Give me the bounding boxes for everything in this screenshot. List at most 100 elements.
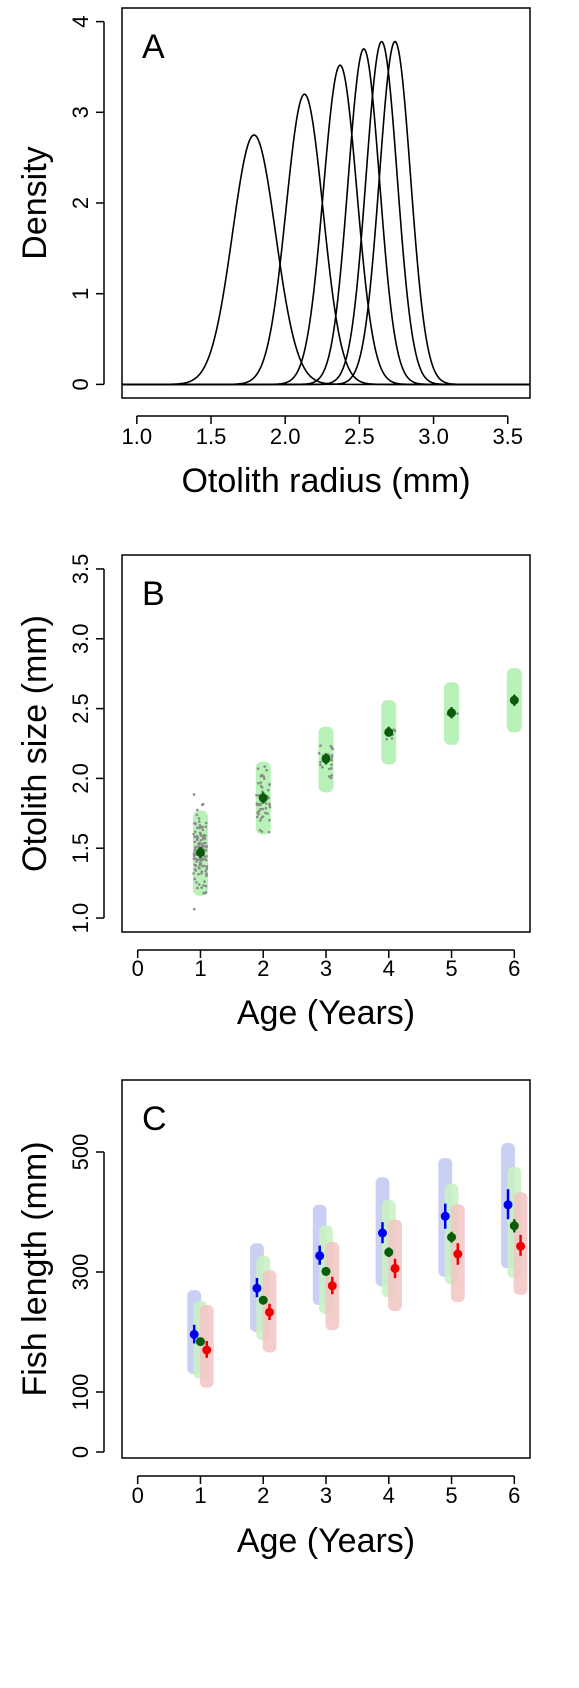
mean-point: [258, 793, 268, 803]
raw-data-point: [263, 811, 267, 815]
raw-data-point: [259, 781, 263, 784]
raw-data-point: [205, 858, 208, 862]
raw-data-point: [198, 863, 202, 867]
mean-point-series-1: [252, 1283, 262, 1293]
x-tick-label: 1.5: [196, 424, 227, 449]
raw-data-point: [192, 872, 195, 875]
raw-data-point: [204, 891, 207, 895]
x-axis-title: Otolith radius (mm): [181, 462, 470, 500]
y-tick-label: 1: [68, 288, 93, 300]
y-tick-label: 4: [68, 15, 93, 27]
y-tick-label: 300: [68, 1254, 93, 1291]
density-curve-1: [122, 134, 530, 386]
raw-data-point: [266, 812, 269, 815]
raw-data-point: [202, 891, 206, 895]
mean-point: [384, 727, 394, 737]
raw-data-point: [255, 793, 258, 797]
y-tick-label: 2.0: [68, 763, 93, 794]
mean-point-series-1: [440, 1211, 450, 1221]
raw-data-point: [328, 767, 331, 771]
raw-data-point: [268, 818, 271, 822]
raw-data-point: [259, 807, 262, 811]
raw-data-point: [201, 825, 204, 829]
raw-data-point: [327, 775, 331, 778]
raw-data-point: [261, 807, 264, 811]
raw-data-point: [196, 808, 199, 812]
mean-point: [321, 754, 331, 764]
density-curve-6: [122, 40, 530, 386]
raw-data-point: [260, 830, 264, 833]
y-tick-label: 500: [68, 1134, 93, 1171]
x-tick-label: 3: [320, 1483, 332, 1508]
raw-data-point: [203, 880, 206, 883]
mean-point-series-2: [509, 1221, 519, 1231]
mean-point-series-2: [195, 1337, 205, 1347]
raw-data-point: [192, 857, 196, 861]
x-tick-label: 6: [508, 1483, 520, 1508]
x-tick-label: 5: [445, 1483, 457, 1508]
raw-data-point: [330, 755, 334, 759]
panel-letter: C: [142, 1100, 167, 1138]
x-tick-label: 2.0: [270, 424, 301, 449]
raw-data-point: [390, 737, 394, 740]
x-tick-label: 4: [383, 956, 395, 981]
raw-data-point: [192, 832, 195, 836]
raw-data-point: [330, 758, 334, 762]
raw-data-point: [200, 872, 203, 875]
density-curve-3: [122, 64, 530, 386]
y-tick-label: 1.5: [68, 833, 93, 864]
y-axis-title: Density: [16, 146, 54, 259]
raw-data-point: [267, 830, 271, 834]
raw-data-point: [193, 822, 196, 825]
raw-data-point: [204, 884, 208, 888]
y-axis-title: Fish length (mm): [16, 1141, 54, 1396]
raw-data-point: [329, 776, 333, 780]
x-tick-label: 0: [132, 956, 144, 981]
raw-data-point: [200, 886, 203, 889]
mean-point-series-2: [258, 1295, 268, 1305]
raw-data-point: [261, 790, 264, 793]
x-tick-label: 0: [132, 1483, 144, 1508]
mean-point: [509, 695, 519, 705]
raw-data-point: [257, 781, 260, 785]
y-tick-label: 3: [68, 106, 93, 118]
raw-data-point: [195, 834, 199, 838]
raw-data-point: [192, 793, 196, 796]
x-tick-label: 2: [257, 1483, 269, 1508]
raw-data-point: [331, 747, 334, 751]
raw-data-point: [330, 774, 333, 777]
raw-data-point: [193, 830, 197, 834]
raw-data-point: [201, 845, 205, 848]
raw-data-point: [330, 766, 333, 770]
raw-data-point: [261, 815, 265, 818]
raw-data-point: [197, 866, 201, 869]
panel-c-fish-length-chart: 0 1 2 3 4 5 6 0 100 300 500 Age (Years) Fish length …: [16, 1079, 531, 1560]
mean-point-series-3: [202, 1345, 212, 1355]
y-tick-label: 0: [68, 1446, 93, 1458]
plot-frame: [121, 1079, 531, 1459]
mean-point-series-1: [377, 1228, 387, 1238]
y-axis-title: Otolith size (mm): [16, 615, 54, 872]
density-curve-2: [122, 93, 530, 386]
x-tick-label: 5: [445, 956, 457, 981]
raw-data-point: [268, 802, 271, 806]
raw-data-point: [202, 884, 205, 887]
mean-point-series-2: [447, 1232, 457, 1242]
raw-data-point: [266, 788, 270, 792]
plot-frame: [121, 554, 531, 933]
raw-data-point: [268, 782, 271, 786]
raw-data-point: [317, 751, 321, 755]
mean-point-series-3: [390, 1263, 400, 1273]
raw-data-point: [201, 803, 204, 807]
density-curve-5: [122, 40, 530, 386]
raw-data-point: [319, 744, 322, 748]
raw-data-point: [201, 828, 205, 832]
raw-data-point: [197, 872, 200, 876]
mean-point-series-2: [321, 1266, 331, 1276]
x-axis-title: Age (Years): [237, 1522, 415, 1560]
raw-data-point: [255, 815, 259, 819]
panel-letter: B: [142, 575, 165, 613]
raw-data-point: [205, 865, 209, 868]
mean-point-series-3: [453, 1249, 463, 1259]
